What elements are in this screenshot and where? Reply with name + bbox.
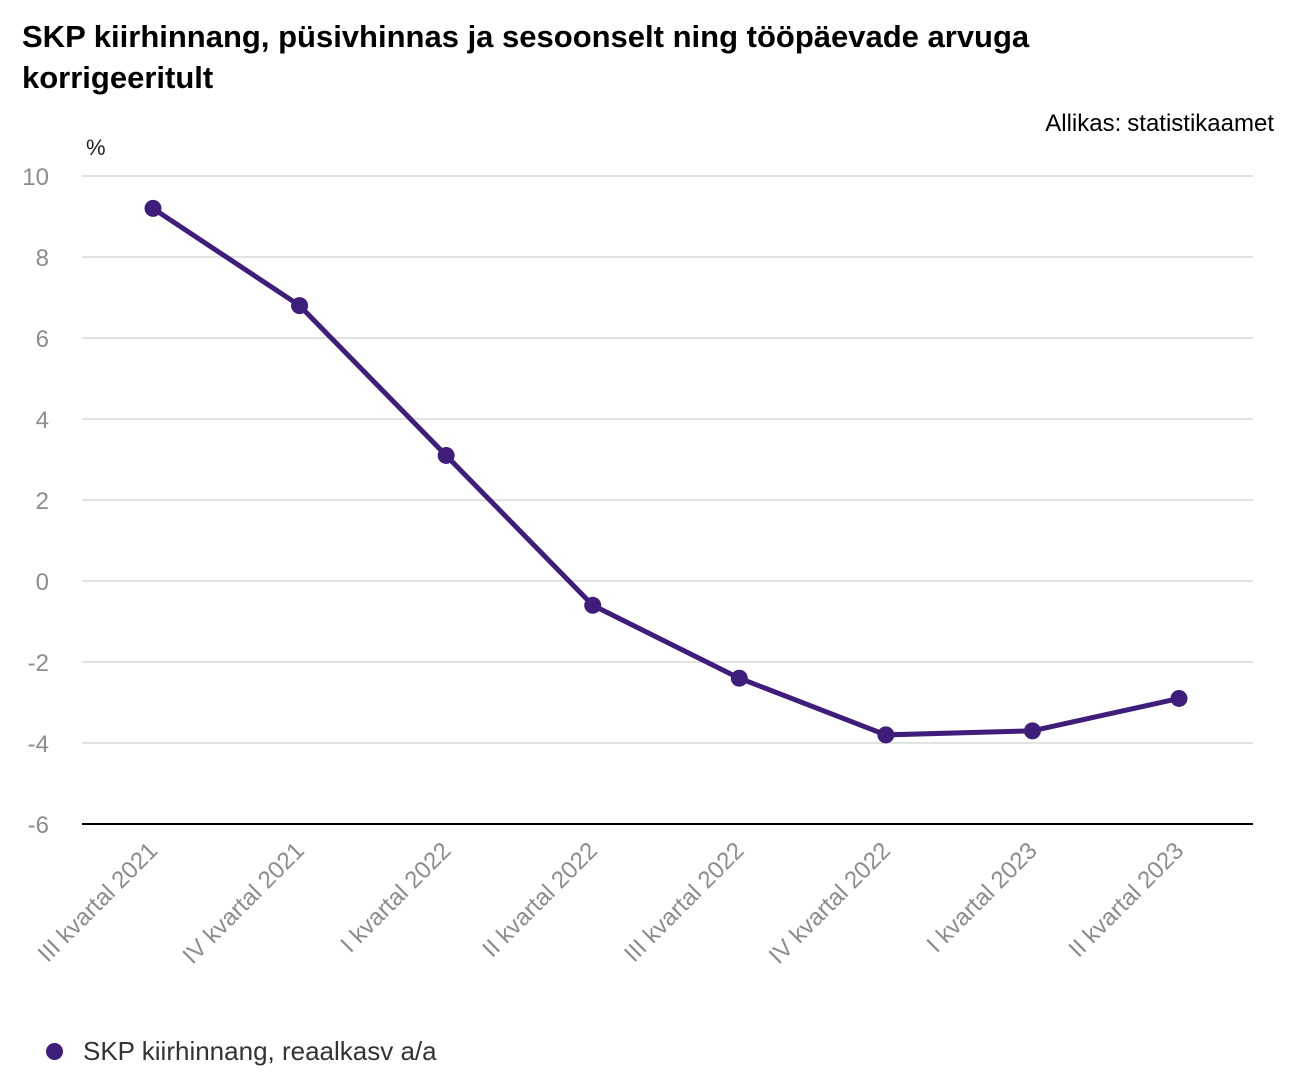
data-point <box>877 726 895 744</box>
y-axis-label: % <box>86 135 106 160</box>
y-tick-label: 6 <box>36 326 49 353</box>
data-point <box>1023 722 1041 740</box>
x-tick-label: III kvartal 2021 <box>33 837 163 967</box>
data-point <box>437 446 455 464</box>
legend[interactable]: SKP kiirhinnang, reaalkasv a/a <box>46 1036 437 1067</box>
y-tick-label: 10 <box>22 164 49 191</box>
y-tick-label: 8 <box>36 245 49 272</box>
data-point <box>1170 689 1188 707</box>
x-tick-label: I kvartal 2023 <box>922 837 1043 958</box>
y-tick-label: 2 <box>36 488 49 515</box>
legend-label: SKP kiirhinnang, reaalkasv a/a <box>83 1036 437 1066</box>
data-point <box>584 596 602 614</box>
source-label: Allikas: <box>1045 110 1122 137</box>
y-tick-label: 4 <box>36 407 49 434</box>
y-tick-label: -2 <box>28 650 49 677</box>
data-point <box>291 297 309 315</box>
source-note: Allikas: statistikaamet <box>1045 110 1274 138</box>
x-tick-label: I kvartal 2022 <box>335 837 456 958</box>
legend-marker-icon <box>46 1043 63 1060</box>
y-tick-label: -4 <box>28 731 49 758</box>
x-tick-label: II kvartal 2022 <box>477 837 603 963</box>
y-tick-label: 0 <box>36 569 49 596</box>
x-tick-label: II kvartal 2023 <box>1064 837 1190 963</box>
source-value: statistikaamet <box>1127 110 1274 137</box>
y-tick-label: -6 <box>28 812 49 839</box>
chart-title: SKP kiirhinnang, püsivhinnas ja sesoonse… <box>22 19 1030 95</box>
data-point <box>730 669 748 687</box>
data-point <box>144 199 162 217</box>
x-tick-label: IV kvartal 2021 <box>178 837 310 969</box>
series-line <box>150 205 1182 738</box>
x-tick-label: III kvartal 2022 <box>619 837 749 967</box>
x-tick-label: IV kvartal 2022 <box>764 837 896 969</box>
